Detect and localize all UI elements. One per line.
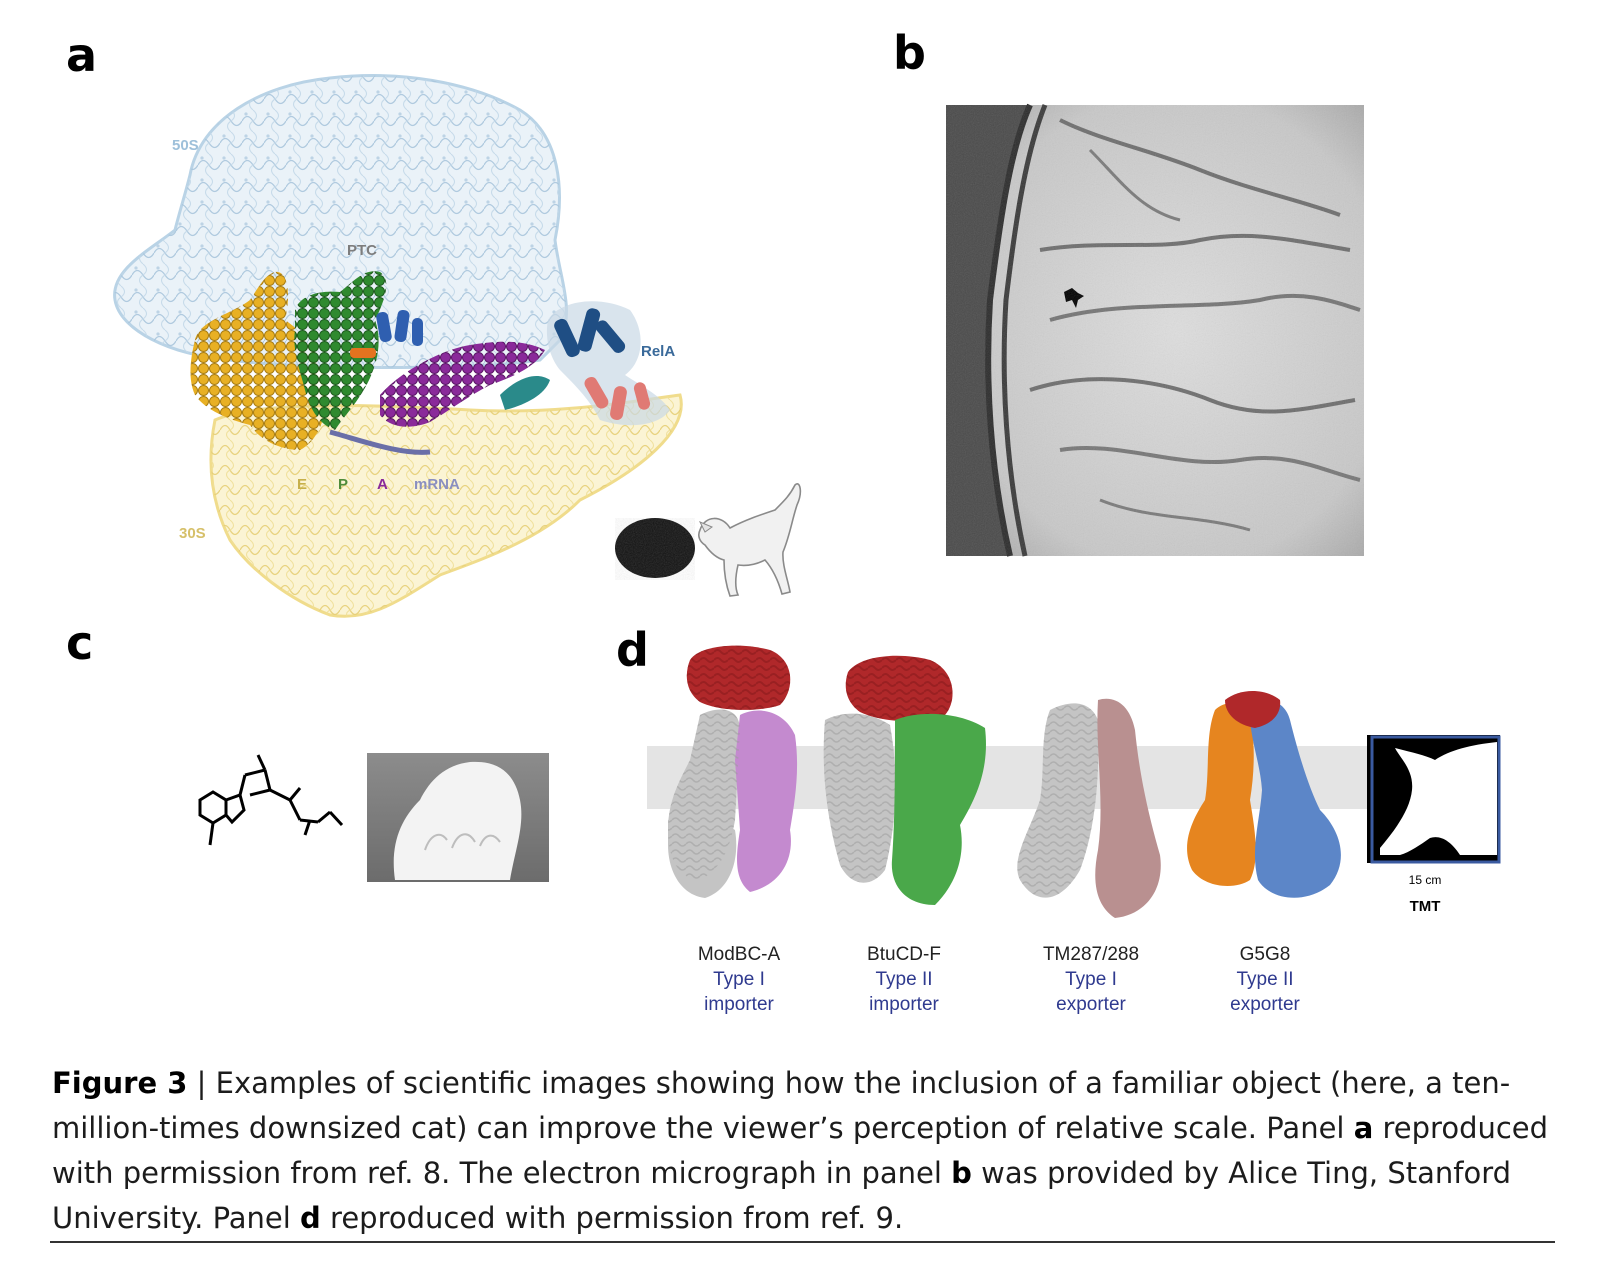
- panel-d-letter: d: [616, 623, 649, 677]
- figure-artwork: [113, 74, 1501, 918]
- caption-ref-a: a: [1353, 1111, 1374, 1145]
- transporter-label-4: G5G8 Type II exporter: [1185, 942, 1345, 1017]
- figure-caption: Figure 3 | Examples of scientific images…: [52, 1061, 1552, 1241]
- transporter-role-1: importer: [704, 994, 774, 1015]
- caption-separator: |: [187, 1066, 216, 1100]
- ribosome-silhouette: [615, 518, 695, 580]
- caption-ref-b: b: [951, 1156, 972, 1190]
- transporter-btucd-f: [823, 655, 986, 905]
- cat-paw-photo: [367, 753, 549, 882]
- transporter-type-4: Type II: [1236, 969, 1294, 990]
- label-50s: 50S: [172, 137, 199, 154]
- transporter-name-2: BtuCD-F: [867, 944, 941, 965]
- transporter-role-2: importer: [869, 994, 939, 1015]
- panel-c-letter: c: [66, 616, 94, 670]
- ribosome-illustration: [113, 74, 683, 618]
- transporter-label-2: BtuCD-F Type II importer: [824, 942, 984, 1017]
- caption-text-3: was provided by Alice Ting, Stanford Uni…: [52, 1156, 1512, 1235]
- e-site-trna: [190, 271, 327, 450]
- label-mrna: mRNA: [414, 476, 460, 493]
- label-ptc: PTC: [347, 242, 377, 259]
- tmt-cat-scale-box: [1367, 735, 1501, 864]
- scale-length-label: 15 cm: [1408, 873, 1442, 887]
- transporter-name-4: G5G8: [1239, 944, 1291, 965]
- label-30s: 30S: [179, 525, 206, 542]
- transporter-modbc-a: [668, 645, 798, 898]
- rela-protein: [500, 301, 670, 426]
- transporter-label-3: TM287/288 Type I exporter: [1011, 942, 1171, 1017]
- scale-name-label: TMT: [1409, 898, 1441, 915]
- ptc-helices: [350, 309, 423, 358]
- caption-text-2: reproduced with permission from ref. 8. …: [52, 1111, 1549, 1190]
- transporter-type-3: Type I: [1065, 969, 1117, 990]
- label-a-site: A: [377, 476, 388, 493]
- caption-text-1: Examples of scientific images showing ho…: [52, 1066, 1511, 1145]
- bottom-rule: [50, 1241, 1555, 1243]
- label-p-site: P: [338, 476, 349, 493]
- cat-3d-model: [698, 483, 802, 597]
- panel-b-letter: b: [893, 26, 926, 80]
- p-site-trna: [294, 271, 387, 430]
- label-e-site: E: [297, 476, 308, 493]
- mrna-strand: [329, 429, 431, 455]
- transporter-name-3: TM287/288: [1042, 944, 1140, 965]
- label-rela: RelA: [641, 343, 676, 360]
- caption-text-4: reproduced with permission from ref. 9.: [320, 1201, 904, 1235]
- caption-ref-d: d: [300, 1201, 321, 1235]
- caption-figure-number: Figure 3: [52, 1066, 188, 1100]
- transporter-g5g8: [1187, 691, 1341, 898]
- transporter-role-4: exporter: [1230, 994, 1300, 1015]
- transporter-type-2: Type II: [875, 969, 933, 990]
- transporter-tm287-288: [1017, 698, 1161, 918]
- transporter-type-1: Type I: [713, 969, 765, 990]
- a-site-trna: [380, 341, 545, 427]
- molecule-structure: [198, 754, 344, 846]
- electron-micrograph: [946, 103, 1364, 557]
- transporter-name-1: ModBC-A: [697, 944, 781, 965]
- transporter-label-1: ModBC-A Type I importer: [659, 942, 819, 1017]
- transporter-role-3: exporter: [1056, 994, 1126, 1015]
- panel-a-letter: a: [66, 28, 98, 82]
